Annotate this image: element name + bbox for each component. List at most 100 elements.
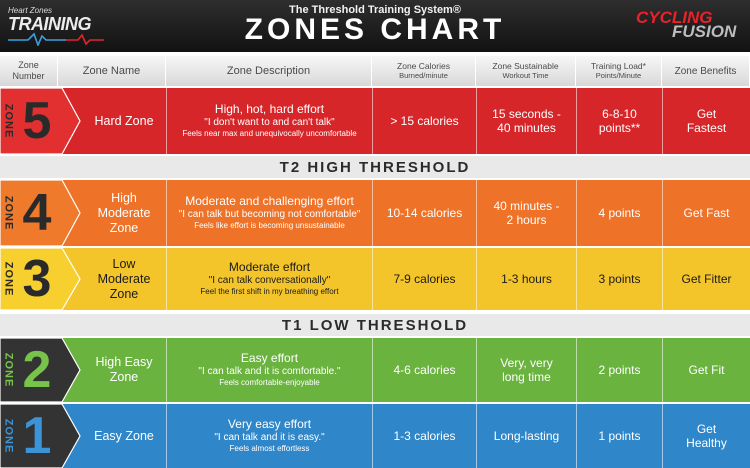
chart-subtitle: The Threshold Training System® <box>289 4 461 16</box>
zone-calories: 4-6 calories <box>393 362 456 377</box>
zone-row-3: ZONE 3 Low Moderate Zone Moderate effort "I … <box>0 248 750 310</box>
page-title: ZONES CHART <box>244 13 506 46</box>
zone-word: ZONE <box>1 404 15 468</box>
zone-badge-arrow-shape <box>0 338 82 402</box>
zone-benefit-cell: Get Fit <box>662 338 750 402</box>
zone-name: Easy Zone <box>94 428 154 443</box>
zone-calories-cell: > 15 calories <box>372 88 476 154</box>
threshold-band-t2: T2 HIGH THRESHOLD <box>0 156 750 178</box>
heart-zones-training-logo: Heart Zones TRAINING <box>8 6 108 46</box>
heartbeat-pulse-icon <box>8 32 104 46</box>
zone-calories-cell: 1-3 calories <box>372 404 476 468</box>
col-header-zone-sustainable-label: Zone Sustainable <box>492 60 559 71</box>
zone-training-load-cell: 6-8-10 points** <box>576 88 662 154</box>
zone-badge: ZONE 3 <box>0 248 82 310</box>
zone-sustainable-time: 1-3 hours <box>501 271 552 286</box>
zone-number: 4 <box>22 184 52 242</box>
zone-word-label: ZONE <box>2 261 14 297</box>
zone-name-cell: Low Moderate Zone <box>82 248 166 310</box>
zone-number: 5 <box>22 92 52 150</box>
col-header-training-load: Training Load* Points/Minute <box>576 56 662 86</box>
zone-description-quote: "I don't want to and can't talk" <box>204 116 335 128</box>
zone-benefit: Get Fast <box>683 205 730 220</box>
zone-description-detail: Feels almost effortless <box>229 444 310 454</box>
col-header-training-load-label: Training Load* <box>591 60 646 71</box>
zone-training-load-cell: 1 points <box>576 404 662 468</box>
zone-description-detail: Feels near max and unequivocally uncomfo… <box>182 129 357 139</box>
brand-line-1: CYCLING <box>636 8 713 27</box>
col-header-zone-calories-sub: Burned/minute <box>399 70 448 80</box>
zone-name-cell: Easy Zone <box>82 404 166 468</box>
zone-description-detail: Feel the first shift in my breathing eff… <box>200 287 339 297</box>
zone-training-load: 6-8-10 points** <box>598 106 641 135</box>
zone-description-quote: "I can talk and it is easy." <box>214 431 325 443</box>
zone-training-load-cell: 3 points <box>576 248 662 310</box>
brand-line-2: FUSION <box>672 22 737 41</box>
zone-training-load: 1 points <box>598 428 641 443</box>
zone-benefit-cell: Get Fitter <box>662 248 750 310</box>
col-header-zone-description-label: Zone Description <box>226 65 311 77</box>
zone-word-label: ZONE <box>2 103 14 139</box>
zone-benefit: Get Healthy <box>686 421 727 450</box>
col-header-zone-number: Zone Number <box>0 56 58 86</box>
zone-badge-arrow-shape <box>0 180 82 246</box>
zone-row-2: ZONE 2 High Easy Zone Easy effort "I can tal… <box>0 338 750 402</box>
zone-sustainable-time: Long-lasting <box>493 428 560 443</box>
zone-sustainable-time-cell: Very, very long time <box>476 338 576 402</box>
zone-calories-cell: 7-9 calories <box>372 248 476 310</box>
zone-description-title: Moderate and challenging effort <box>185 194 354 209</box>
zone-badge-arrow-shape <box>0 248 82 310</box>
zone-row-5: ZONE 5 Hard Zone High, hot, hard effort "I d… <box>0 88 750 154</box>
col-header-zone-sustainable: Zone Sustainable Workout Time <box>476 56 576 86</box>
zone-row-1: ZONE 1 Easy Zone Very easy effort "I can tal… <box>0 404 750 468</box>
threshold-band-t1: T1 LOW THRESHOLD <box>0 314 750 336</box>
col-header-zone-calories-label: Zone Calories <box>397 60 450 71</box>
zone-description-cell: High, hot, hard effort "I don't want to a… <box>166 88 372 154</box>
zone-name: High Easy Zone <box>95 355 153 384</box>
col-header-zone-description: Zone Description <box>166 56 372 86</box>
zone-name: Low Moderate Zone <box>97 256 151 301</box>
zone-description-title: High, hot, hard effort <box>214 102 325 117</box>
zone-word-label: ZONE <box>2 352 14 388</box>
zone-badge: ZONE 5 <box>0 88 82 154</box>
zone-benefit-cell: Get Fast <box>662 180 750 246</box>
zone-training-load: 3 points <box>598 271 641 286</box>
zone-description-quote: "I can talk and it is comfortable." <box>198 365 341 377</box>
col-header-zone-sustainable-sub: Workout Time <box>502 70 549 80</box>
zone-description-cell: Moderate effort "I can talk conversationa… <box>166 248 372 310</box>
zone-word: ZONE <box>1 180 15 246</box>
zone-sustainable-time-cell: 15 seconds - 40 minutes <box>476 88 576 154</box>
zone-calories: 7-9 calories <box>393 271 456 286</box>
zone-row-4: ZONE 4 High Moderate Zone Moderate and chal… <box>0 180 750 246</box>
cycling-fusion-logo: CYCLING FUSION <box>636 8 746 46</box>
col-header-zone-benefits-label: Zone Benefits <box>674 65 737 77</box>
zone-sustainable-time: 15 seconds - 40 minutes <box>492 106 561 135</box>
zone-name-cell: Hard Zone <box>82 88 166 154</box>
zone-name-cell: High Moderate Zone <box>82 180 166 246</box>
zone-word-label: ZONE <box>2 195 14 231</box>
zone-training-load-cell: 4 points <box>576 180 662 246</box>
zone-name: High Moderate Zone <box>97 190 151 235</box>
col-header-zone-calories: Zone Calories Burned/minute <box>372 56 476 86</box>
zone-calories-cell: 10-14 calories <box>372 180 476 246</box>
col-header-zone-benefits: Zone Benefits <box>662 56 750 86</box>
zone-word-label: ZONE <box>2 418 14 454</box>
zone-sustainable-time: Very, very long time <box>500 355 553 384</box>
zone-benefit: Get Fit <box>688 362 725 377</box>
logo-top-text: Heart Zones <box>8 6 53 15</box>
zone-badge: ZONE 4 <box>0 180 82 246</box>
zone-calories: 1-3 calories <box>393 428 456 443</box>
zone-training-load: 4 points <box>598 205 641 220</box>
zone-number: 3 <box>22 250 52 308</box>
zone-benefit-cell: Get Healthy <box>662 404 750 468</box>
zone-badge: ZONE 1 <box>0 404 82 468</box>
col-header-training-load-sub: Points/Minute <box>595 70 642 80</box>
zone-sustainable-time-cell: 40 minutes - 2 hours <box>476 180 576 246</box>
zone-name-cell: High Easy Zone <box>82 338 166 402</box>
logo-main-text: TRAINING <box>8 14 92 34</box>
col-header-zone-number-label: Zone Number <box>12 60 45 81</box>
zone-training-load-cell: 2 points <box>576 338 662 402</box>
zone-calories: 10-14 calories <box>386 205 463 220</box>
zone-description-cell: Very easy effort "I can talk and it is ea… <box>166 404 372 468</box>
